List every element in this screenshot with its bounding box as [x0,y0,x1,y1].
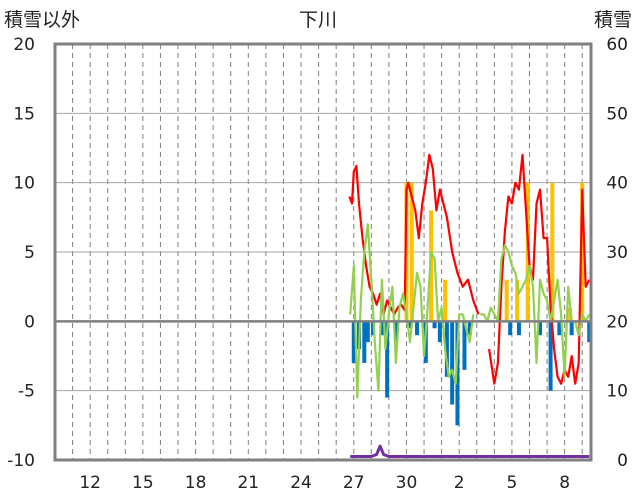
bar [351,321,356,363]
chart-title: 下川 [299,9,337,31]
x-tick-label: 27 [343,473,365,493]
bar [587,321,592,343]
bar [516,321,521,336]
bar [538,321,543,336]
bar [462,321,467,370]
bar [550,182,555,322]
series-line [350,444,590,458]
left-tick-label: -10 [7,451,35,471]
right-axis-label: 積雪 [594,9,632,31]
left-tick-label: -5 [18,382,35,402]
bar [548,321,553,391]
x-tick-label: 12 [79,473,101,493]
x-tick-label: 18 [185,473,207,493]
x-tick-label: 2 [454,473,465,493]
left-tick-label: 10 [13,174,35,194]
right-tick-label: 60 [606,35,628,55]
bar [504,279,509,322]
right-tick-label: 10 [606,382,628,402]
bar [515,279,520,322]
bar [450,321,455,405]
bar [557,321,562,336]
right-tick-label: 30 [606,243,628,263]
bar [569,321,574,336]
x-tick-label: 30 [396,473,418,493]
bar [455,321,460,426]
left-tick-label: 0 [24,312,35,332]
series-line [349,223,591,399]
right-tick-label: 50 [606,104,628,124]
bar [437,321,442,343]
bar [432,321,437,329]
x-tick-label: 24 [290,473,312,493]
bar [393,321,398,343]
x-tick-label: 15 [132,473,154,493]
series-lines [348,153,591,458]
bar [407,321,412,329]
bar [415,321,420,336]
bar [362,321,367,363]
x-tick-label: 5 [507,473,518,493]
plot-border [53,42,593,462]
right-tick-label: 40 [606,174,628,194]
bar [385,321,390,398]
bar [409,182,414,322]
plot-frame [53,42,593,462]
bar [443,279,448,322]
left-tick-label: 20 [13,35,35,55]
bar [444,321,449,377]
left-axis-label: 積雪以外 [4,9,80,31]
bar [365,321,370,343]
bar [508,321,513,336]
bar [580,182,585,322]
left-tick-label: 5 [24,243,35,263]
bar [467,321,472,336]
right-tick-label: 0 [617,451,628,471]
x-tick-label: 8 [559,473,570,493]
right-tick-label: 20 [606,312,628,332]
left-tick-label: 15 [13,104,35,124]
x-tick-label: 21 [237,473,259,493]
series-line [348,153,591,385]
bar [379,321,384,336]
